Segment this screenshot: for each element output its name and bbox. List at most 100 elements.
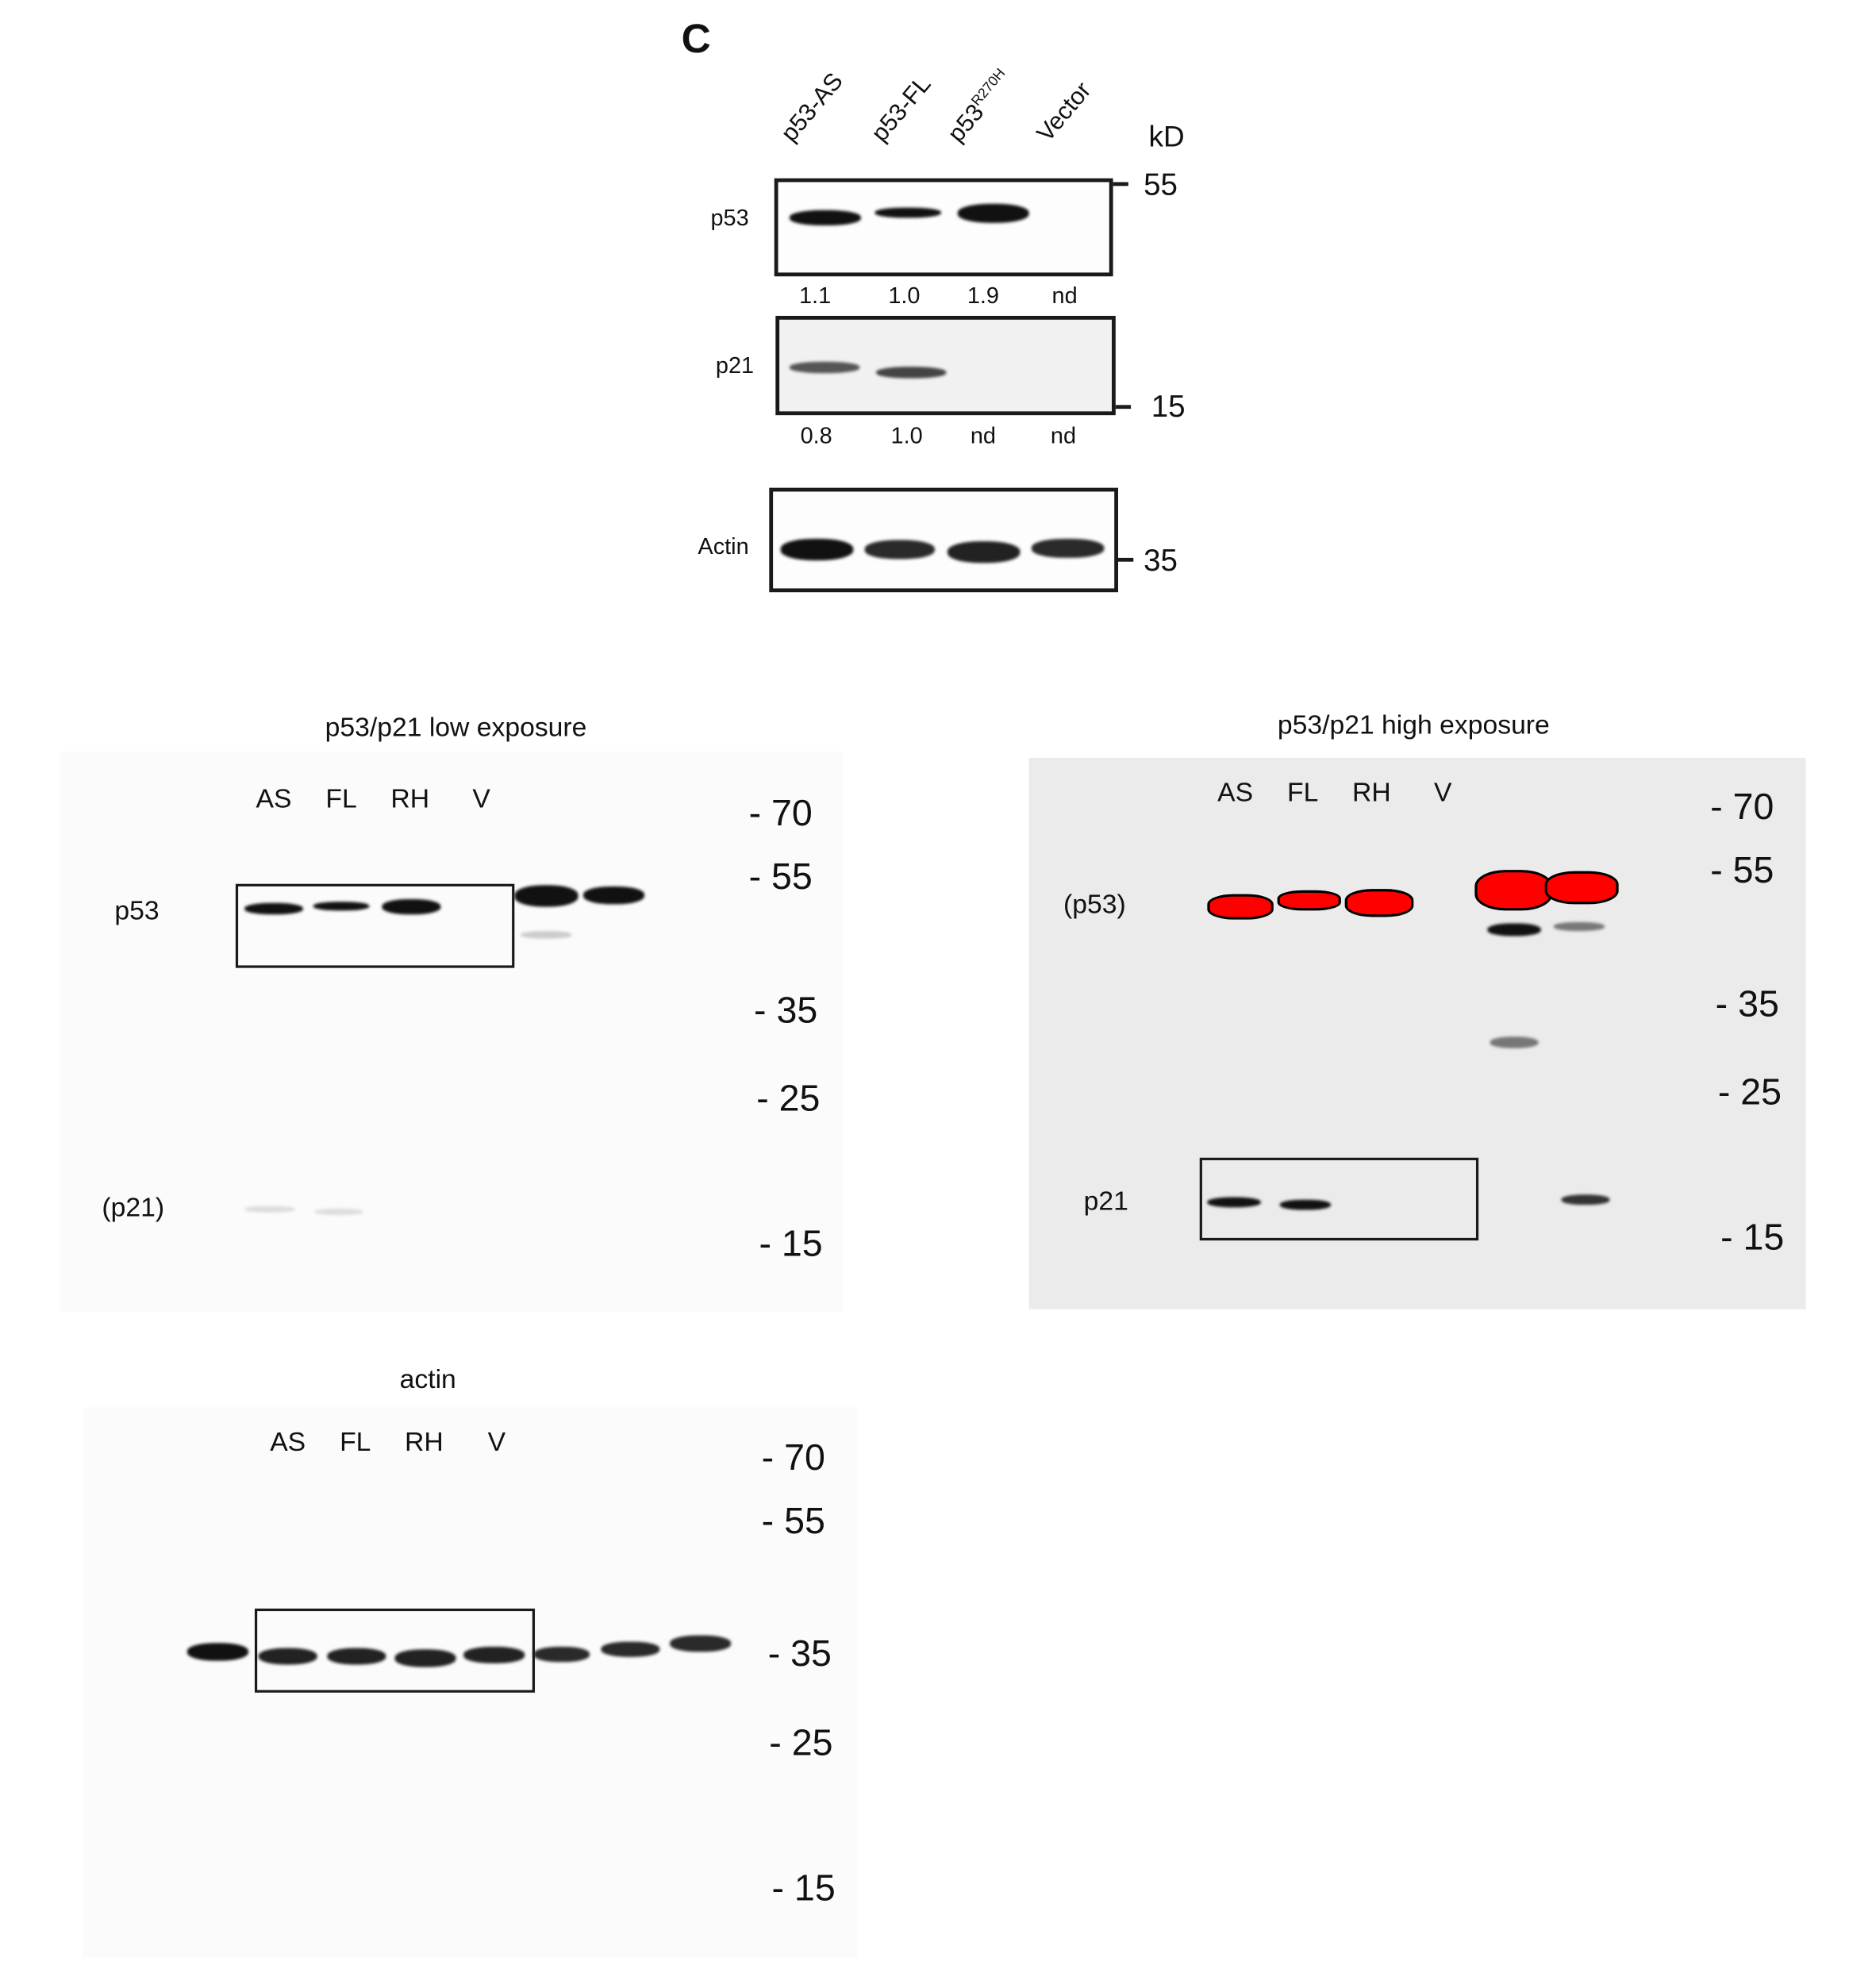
marker-label: - 25 [769, 1723, 833, 1764]
lane-label: FL [325, 784, 357, 814]
blot-title: p53/p21 high exposure [1277, 710, 1550, 740]
lane-label: Vector [1032, 77, 1097, 148]
lane-label: RH [390, 784, 430, 814]
lane-label-text: p53 [943, 99, 990, 148]
band [382, 898, 441, 915]
band [947, 541, 1021, 563]
quant-value: 0.8 [800, 422, 832, 448]
blot-title: actin [399, 1365, 456, 1395]
band [521, 931, 572, 939]
saturated-band [1544, 871, 1619, 905]
lane-label: V [472, 784, 490, 814]
band [957, 203, 1029, 223]
quant-value: 1.0 [888, 283, 921, 309]
band [186, 1643, 248, 1661]
quant-value: 1.9 [967, 283, 999, 309]
marker-label: - 55 [748, 857, 813, 898]
lane-label: p53-AS [776, 68, 849, 148]
quant-value: nd [1050, 422, 1077, 448]
marker-label: - 55 [1710, 851, 1774, 892]
lane-label: AS [270, 1427, 306, 1457]
lane-label: p53R270H [943, 66, 1017, 148]
band [670, 1635, 732, 1652]
crop-box [235, 883, 515, 968]
band-label: p53 [114, 896, 160, 926]
marker-label: - 70 [1710, 786, 1774, 829]
lane-label: RH [1352, 778, 1391, 808]
lane-label: AS [256, 784, 292, 814]
marker-label: - 15 [1720, 1217, 1785, 1259]
panel-letter: C [681, 15, 711, 62]
row-label: p21 [715, 352, 755, 379]
blot-image-high-exposure [1028, 757, 1806, 1309]
lane-label: V [487, 1427, 506, 1457]
row-label: p53 [710, 205, 749, 231]
band-label: (p21) [102, 1193, 165, 1223]
quant-value: nd [1051, 283, 1078, 309]
band [1207, 1197, 1261, 1208]
lane-label: RH [405, 1427, 444, 1457]
band [1487, 923, 1541, 936]
band [244, 902, 303, 915]
band [258, 1648, 317, 1665]
band [789, 361, 860, 374]
band [789, 210, 861, 226]
crop-box [254, 1608, 536, 1693]
band [327, 1648, 386, 1665]
marker-label: 15 [1151, 390, 1186, 425]
band [463, 1647, 525, 1663]
blot-title: p53/p21 low exposure [325, 713, 587, 743]
band [313, 902, 370, 911]
saturated-band [1344, 889, 1414, 917]
band [1553, 921, 1605, 932]
lane-label: p53-FL [867, 71, 937, 148]
marker-label: - 25 [1717, 1072, 1782, 1113]
blot-image-actin [83, 1407, 858, 1958]
band [582, 886, 645, 905]
blot-box-actin [769, 487, 1119, 593]
quant-value: 1.1 [798, 283, 832, 309]
band [1279, 1199, 1332, 1210]
marker-label: - 15 [759, 1224, 823, 1265]
row-label: Actin [698, 533, 749, 559]
band [874, 207, 941, 218]
band [514, 885, 579, 907]
crop-box [1199, 1157, 1479, 1241]
band [1031, 538, 1105, 558]
band [394, 1649, 456, 1667]
saturated-band [1474, 870, 1553, 911]
marker-tick [1115, 405, 1132, 410]
marker-label: - 35 [767, 1633, 832, 1675]
band-label: p21 [1083, 1186, 1128, 1217]
band [864, 540, 935, 559]
band-label: (p53) [1063, 890, 1126, 920]
band [601, 1641, 660, 1657]
saturated-band [1207, 894, 1274, 920]
marker-label: - 70 [748, 793, 813, 835]
lane-label-superscript: R270H [968, 66, 1009, 110]
marker-label: - 35 [754, 990, 818, 1032]
band [780, 538, 854, 561]
saturated-band [1277, 890, 1341, 911]
marker-label: - 70 [761, 1437, 825, 1479]
blot-box-p53 [774, 178, 1113, 277]
blot-box-p21 [775, 315, 1116, 416]
marker-label: - 35 [1715, 984, 1779, 1025]
marker-label: 35 [1144, 544, 1178, 579]
band [533, 1647, 590, 1663]
marker-tick [1113, 182, 1128, 186]
band [876, 367, 947, 379]
band [244, 1205, 296, 1213]
lane-label: AS [1217, 778, 1254, 808]
marker-label: - 55 [761, 1502, 825, 1543]
unit-label: kD [1148, 119, 1185, 153]
quant-value: nd [970, 422, 996, 448]
marker-tick [1118, 557, 1134, 562]
band [1490, 1036, 1539, 1048]
lane-label: V [1433, 778, 1452, 808]
marker-label: - 15 [771, 1868, 836, 1909]
band [314, 1208, 363, 1215]
band [1561, 1194, 1610, 1205]
quant-value: 1.0 [890, 422, 923, 448]
